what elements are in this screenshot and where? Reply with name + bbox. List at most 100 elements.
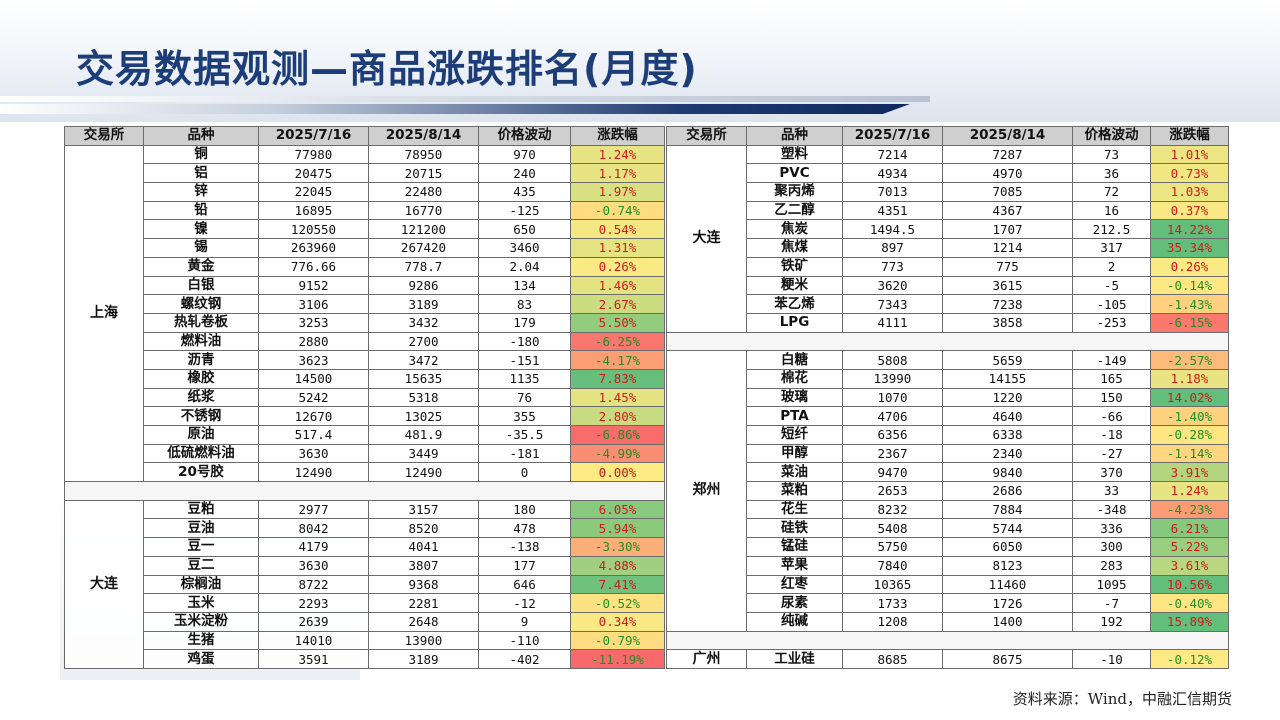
product-name-cell: 锰硅 — [746, 537, 843, 557]
price-start-cell: 2639 — [258, 611, 369, 632]
price-end-cell: 5659 — [942, 350, 1073, 370]
price-end-cell: 1214 — [942, 238, 1073, 258]
product-name-cell: 玉米 — [143, 593, 259, 613]
header-date-start: 2025/7/16 — [842, 126, 943, 146]
price-start-cell: 7840 — [842, 555, 943, 576]
pct-change-cell: 0.26% — [570, 256, 665, 277]
price-start-cell: 8722 — [258, 574, 369, 595]
table-row: 原油 517.4 481.9 -35.5 -6.86% — [65, 425, 665, 445]
price-start-cell: 7013 — [842, 182, 943, 202]
product-name-cell: 花生 — [746, 499, 843, 520]
price-start-cell: 4351 — [842, 200, 943, 221]
ranking-table-left: 交易所 品种 2025/7/16 2025/8/14 价格波动 涨跌幅 上海铜 7… — [64, 126, 665, 669]
table-row: 纸浆 5242 5318 76 1.45% — [65, 387, 665, 408]
price-start-cell: 12490 — [258, 462, 369, 483]
exchange-cell: 上海 — [64, 144, 144, 483]
pct-change-cell: 6.05% — [570, 499, 665, 520]
separator-cell — [666, 630, 1229, 651]
price-change-cell: 9 — [478, 611, 571, 632]
product-name-cell: 塑料 — [746, 144, 843, 165]
product-name-cell: 燃料油 — [143, 331, 259, 352]
table-row: 红枣 10365 11460 1095 10.56% — [667, 574, 1229, 595]
price-end-cell: 20715 — [368, 163, 479, 184]
price-end-cell: 1707 — [942, 219, 1073, 240]
header-pct-change: 涨跌幅 — [570, 126, 665, 146]
product-name-cell: 工业硅 — [746, 649, 843, 669]
price-start-cell: 8232 — [842, 499, 943, 520]
product-name-cell: 菜粕 — [746, 481, 843, 501]
price-change-cell: 646 — [478, 574, 571, 595]
price-start-cell: 1208 — [842, 611, 943, 632]
pct-change-cell: 14.02% — [1150, 387, 1229, 408]
price-start-cell: 14010 — [258, 630, 369, 651]
header-product: 品种 — [746, 126, 843, 146]
group-separator-row — [666, 630, 1229, 651]
price-start-cell: 3591 — [258, 649, 369, 669]
product-name-cell: 铜 — [143, 144, 259, 165]
table-row: 锌 22045 22480 435 1.97% — [65, 182, 665, 202]
table-row: PTA 4706 4640 -66 -1.40% — [667, 406, 1229, 426]
table-row: 棉花 13990 14155 165 1.18% — [667, 368, 1229, 389]
product-name-cell: PVC — [746, 163, 843, 184]
pct-change-cell: -1.40% — [1150, 406, 1229, 426]
pct-change-cell: 4.88% — [570, 555, 665, 576]
product-name-cell: 焦煤 — [746, 238, 843, 258]
pct-change-cell: 3.61% — [1150, 555, 1229, 576]
product-name-cell: 豆二 — [143, 555, 259, 576]
product-name-cell: 锡 — [143, 238, 259, 258]
price-change-cell: -138 — [478, 537, 571, 557]
separator-cell — [64, 481, 665, 501]
price-end-cell: 2340 — [942, 443, 1073, 464]
price-end-cell: 3807 — [368, 555, 479, 576]
pct-change-cell: -0.52% — [570, 593, 665, 613]
pct-change-cell: -2.57% — [1150, 350, 1229, 370]
price-start-cell: 263960 — [258, 238, 369, 258]
price-change-cell: 478 — [478, 518, 571, 539]
price-change-cell: -66 — [1072, 406, 1151, 426]
price-end-cell: 121200 — [368, 219, 479, 240]
pct-change-cell: 1.24% — [570, 144, 665, 165]
table-row: 焦炭 1494.5 1707 212.5 14.22% — [667, 219, 1229, 240]
price-end-cell: 3615 — [942, 275, 1073, 296]
pct-change-cell: 6.21% — [1150, 518, 1229, 539]
table-row: 白银 9152 9286 134 1.46% — [65, 275, 665, 296]
price-start-cell: 776.66 — [258, 256, 369, 277]
price-change-cell: 317 — [1072, 238, 1151, 258]
price-end-cell: 2686 — [942, 481, 1073, 501]
product-name-cell: 沥青 — [143, 350, 259, 370]
price-change-cell: 435 — [478, 182, 571, 202]
table-row: 乙二醇 4351 4367 16 0.37% — [667, 200, 1229, 221]
price-change-cell: 180 — [478, 499, 571, 520]
price-change-cell: 650 — [478, 219, 571, 240]
pct-change-cell: 0.34% — [570, 611, 665, 632]
pct-change-cell: 1.17% — [570, 163, 665, 184]
price-end-cell: 267420 — [368, 238, 479, 258]
price-end-cell: 7287 — [942, 144, 1073, 165]
pct-change-cell: -4.17% — [570, 350, 665, 370]
pct-change-cell: -4.99% — [570, 443, 665, 464]
product-name-cell: 黄金 — [143, 256, 259, 277]
product-name-cell: 白银 — [143, 275, 259, 296]
pct-change-cell: 1.03% — [1150, 182, 1229, 202]
pct-change-cell: 7.41% — [570, 574, 665, 595]
table-row: 苹果 7840 8123 283 3.61% — [667, 555, 1229, 576]
table-row: 生猪 14010 13900 -110 -0.79% — [65, 630, 665, 651]
group-separator-row — [666, 331, 1229, 352]
table-row: 大连 豆粕 2977 3157 180 6.05% — [64, 499, 665, 669]
table-row: 苯乙烯 7343 7238 -105 -1.43% — [667, 294, 1229, 314]
price-end-cell: 775 — [942, 256, 1073, 277]
price-end-cell: 7085 — [942, 182, 1073, 202]
price-end-cell: 4367 — [942, 200, 1073, 221]
header-accent-stripe — [0, 104, 910, 114]
pct-change-cell: 2.67% — [570, 294, 665, 314]
pct-change-cell: 1.46% — [570, 275, 665, 296]
price-start-cell: 3253 — [258, 312, 369, 333]
product-name-cell: 橡胶 — [143, 368, 259, 389]
product-name-cell: 苯乙烯 — [746, 294, 843, 314]
product-name-cell: 铁矿 — [746, 256, 843, 277]
price-start-cell: 16895 — [258, 200, 369, 221]
product-name-cell: 原油 — [143, 425, 259, 445]
pct-change-cell: -11.19% — [570, 649, 665, 669]
price-end-cell: 3472 — [368, 350, 479, 370]
price-end-cell: 7884 — [942, 499, 1073, 520]
